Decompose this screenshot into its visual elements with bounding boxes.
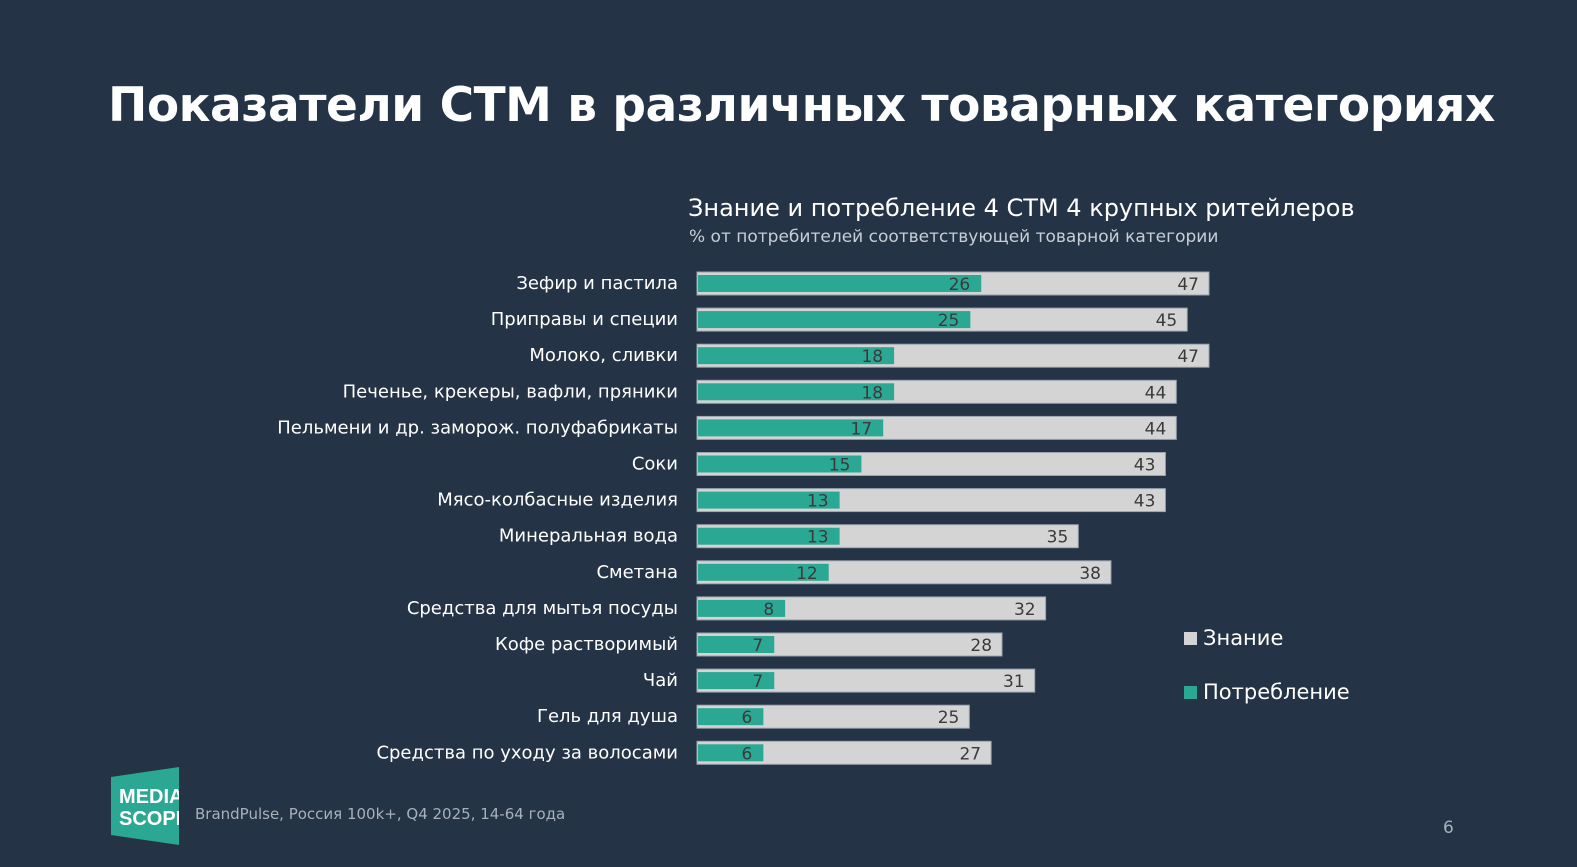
legend-item-awareness: Знание: [1184, 626, 1283, 650]
legend-item-consumption: Потребление: [1184, 680, 1350, 704]
chart-title: Знание и потребление 4 СТМ 4 крупных рит…: [688, 194, 1355, 222]
value-label-consumption: 18: [861, 383, 883, 403]
category-label: Кофе растворимый: [495, 634, 678, 655]
value-label-consumption: 18: [861, 347, 883, 367]
bar-awareness: [696, 704, 970, 729]
category-label: Минеральная вода: [499, 526, 678, 547]
svg-text:MEDIA: MEDIA: [119, 786, 179, 808]
bar-consumption: [698, 455, 862, 473]
value-label-awareness: 43: [1134, 492, 1156, 512]
page-number: 6: [1443, 818, 1454, 838]
bar-consumption: [698, 708, 764, 726]
category-label: Чай: [643, 670, 678, 691]
bar-consumption: [698, 347, 895, 365]
value-label-awareness: 44: [1145, 383, 1167, 403]
bar-consumption: [698, 275, 982, 292]
value-label-consumption: 6: [742, 708, 753, 728]
category-label: Приправы и специи: [491, 309, 678, 330]
value-label-awareness: 31: [1003, 672, 1025, 692]
value-label-consumption: 25: [938, 311, 960, 331]
value-label-consumption: 8: [763, 600, 774, 620]
bar-consumption: [698, 636, 775, 653]
value-label-consumption: 6: [742, 744, 753, 764]
value-label-consumption: 7: [752, 672, 763, 692]
mediascope-logo: MEDIA SCOPE: [111, 767, 179, 845]
category-label: Зефир и пастила: [516, 273, 678, 294]
legend-label: Потребление: [1203, 680, 1350, 704]
category-label: Пельмени и др. заморож. полуфабрикаты: [277, 417, 678, 438]
value-label-consumption: 12: [796, 564, 818, 584]
bar-consumption: [698, 491, 840, 509]
legend-swatch-awareness: [1184, 631, 1197, 645]
value-label-awareness: 28: [970, 636, 992, 656]
bar-consumption: [698, 419, 884, 437]
value-label-awareness: 47: [1177, 275, 1199, 295]
value-label-awareness: 43: [1134, 456, 1156, 476]
category-label: Средства по уходу за волосами: [376, 742, 678, 763]
value-label-awareness: 32: [1014, 600, 1036, 620]
category-label: Молоко, сливки: [529, 345, 678, 366]
value-label-awareness: 45: [1156, 311, 1178, 331]
legend-swatch-consumption: [1184, 685, 1197, 699]
value-label-consumption: 17: [851, 419, 873, 439]
page-title: Показатели СТМ в различных товарных кате…: [108, 78, 1495, 133]
value-label-awareness: 25: [938, 708, 960, 728]
source-note: BrandPulse, Россия 100k+, Q4 2025, 14-64…: [195, 805, 566, 823]
bar-consumption: [698, 563, 829, 581]
bar-consumption: [698, 744, 764, 762]
value-label-awareness: 35: [1047, 528, 1069, 548]
category-label: Печенье, крекеры, вафли, пряники: [343, 381, 678, 402]
value-label-consumption: 26: [949, 275, 971, 295]
value-label-consumption: 13: [807, 492, 829, 512]
value-label-awareness: 44: [1145, 419, 1167, 439]
category-label: Сметана: [596, 562, 678, 583]
legend-label: Знание: [1203, 626, 1284, 650]
bar-awareness: [696, 740, 992, 765]
value-label-consumption: 7: [752, 636, 763, 656]
category-label: Средства для мытья посуды: [407, 598, 678, 619]
value-label-consumption: 15: [829, 456, 851, 476]
bar-awareness: [696, 668, 1036, 693]
bar-consumption: [698, 527, 840, 545]
bar-consumption: [698, 311, 971, 329]
value-label-awareness: 27: [959, 744, 981, 764]
value-label-consumption: 13: [807, 528, 829, 548]
chart-subtitle: % от потребителей соответствующей товарн…: [689, 227, 1219, 247]
category-label: Мясо-колбасные изделия: [437, 490, 678, 511]
svg-text:SCOPE: SCOPE: [119, 808, 179, 830]
value-label-awareness: 38: [1079, 564, 1101, 584]
bar-consumption: [698, 383, 895, 401]
value-label-awareness: 47: [1177, 347, 1199, 367]
bar-consumption: [698, 672, 775, 690]
category-label: Соки: [632, 454, 678, 475]
bar-consumption: [698, 599, 786, 617]
category-label: Гель для душа: [537, 706, 678, 727]
